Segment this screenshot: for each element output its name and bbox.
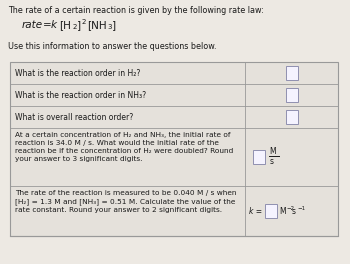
Text: The rate of the reaction is measured to be 0.040 M / s when
[H₂] = 1.3 M and [NH: The rate of the reaction is measured to … — [15, 190, 237, 213]
Text: Use this information to answer the questions below.: Use this information to answer the quest… — [8, 42, 217, 51]
Text: What is overall reaction order?: What is overall reaction order? — [15, 112, 133, 121]
Text: s: s — [270, 157, 274, 166]
Text: 3: 3 — [107, 24, 112, 30]
Text: ]: ] — [112, 20, 116, 30]
Bar — [286, 110, 298, 124]
Text: 2: 2 — [82, 19, 86, 25]
Text: M: M — [269, 148, 276, 157]
Bar — [253, 150, 265, 164]
Bar — [286, 88, 298, 102]
Text: At a certain concentration of H₂ and NH₃, the initial rate of
reaction is 34.0 M: At a certain concentration of H₂ and NH₃… — [15, 132, 233, 162]
Text: The rate of a certain reaction is given by the following rate law:: The rate of a certain reaction is given … — [8, 6, 264, 15]
Text: [NH: [NH — [87, 20, 107, 30]
Text: =: = — [43, 20, 52, 30]
Text: s: s — [292, 206, 296, 215]
Text: −1: −1 — [297, 205, 305, 210]
Text: What is the reaction order in H₂?: What is the reaction order in H₂? — [15, 68, 140, 78]
Text: What is the reaction order in NH₃?: What is the reaction order in NH₃? — [15, 91, 146, 100]
Bar — [265, 204, 277, 218]
Text: k =: k = — [249, 206, 262, 215]
Text: ]: ] — [77, 20, 81, 30]
Text: [H: [H — [59, 20, 71, 30]
Text: M: M — [279, 206, 286, 215]
Text: 2: 2 — [73, 24, 77, 30]
Text: k: k — [51, 20, 57, 30]
Text: −2: −2 — [286, 205, 294, 210]
Text: rate: rate — [22, 20, 43, 30]
Bar — [286, 66, 298, 80]
Bar — [10, 62, 338, 236]
